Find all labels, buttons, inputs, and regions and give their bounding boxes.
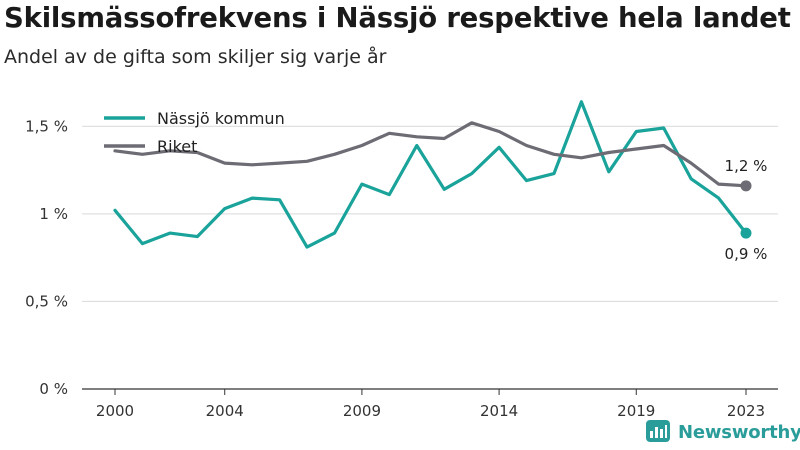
- y-tick-label: 0,5 %: [25, 292, 68, 310]
- series-line-1: [113, 100, 748, 249]
- legend-label: Riket: [157, 137, 197, 156]
- chart-title: Skilsmässofrekvens i Nässjö respektive h…: [4, 2, 791, 34]
- legend-label: Nässjö kommun: [157, 109, 285, 128]
- chart-subtitle: Andel av de gifta som skiljer sig varje …: [4, 46, 387, 68]
- x-tick-label: 2023: [727, 402, 765, 420]
- series-end-label: 1,2 %: [725, 157, 768, 175]
- x-tick-label: 2009: [343, 402, 381, 420]
- x-tick-label: 2004: [206, 402, 244, 420]
- series-line-2: [113, 121, 748, 188]
- bar-chart-logo-icon: [646, 420, 670, 442]
- y-tick-label: 1,5 %: [25, 117, 68, 135]
- x-tick-label: 2000: [96, 402, 134, 420]
- brand-logo: Newsworthy: [646, 420, 800, 444]
- brand-name: Newsworthy: [678, 421, 800, 443]
- y-tick-label: 0 %: [39, 380, 68, 398]
- series-end-point: [740, 180, 752, 192]
- series-end-point: [740, 227, 752, 239]
- series-end-label: 0,9 %: [725, 245, 768, 263]
- x-tick-label: 2014: [480, 402, 518, 420]
- y-tick-label: 1 %: [39, 205, 68, 223]
- x-tick-label: 2019: [617, 402, 655, 420]
